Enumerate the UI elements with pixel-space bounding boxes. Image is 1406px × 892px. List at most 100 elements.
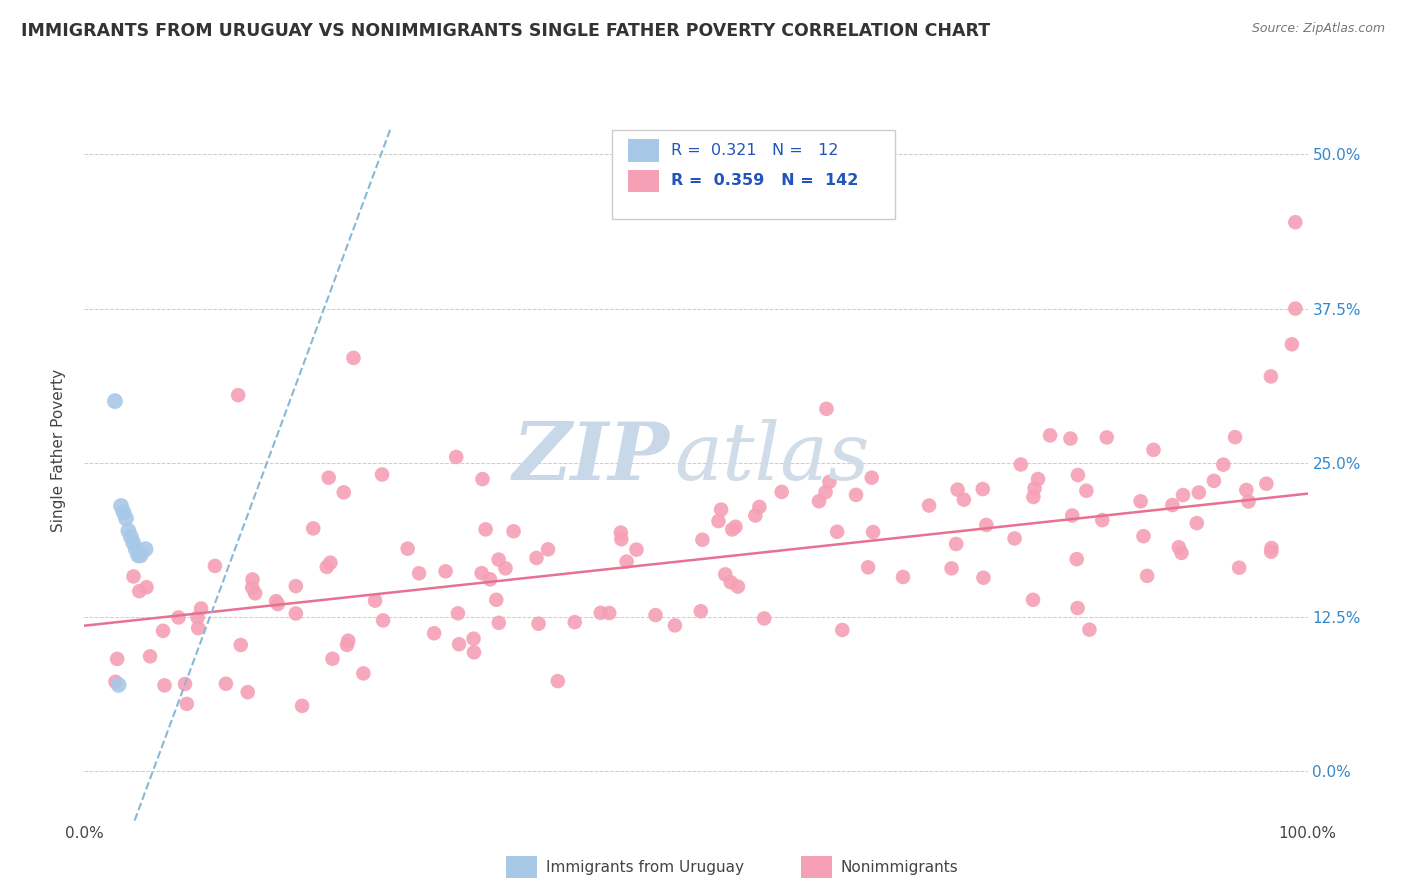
Point — [471, 566, 494, 581]
Point — [495, 561, 517, 575]
Point — [1281, 337, 1303, 351]
Point — [754, 611, 776, 625]
Point — [1223, 430, 1246, 444]
Text: R =  0.359   N =  142: R = 0.359 N = 142 — [671, 173, 858, 188]
Point — [891, 570, 914, 584]
Point — [610, 532, 633, 546]
Point — [352, 666, 374, 681]
Point — [187, 610, 209, 624]
Point — [1161, 498, 1184, 512]
Point — [526, 550, 548, 565]
Point — [1026, 472, 1049, 486]
Point — [267, 597, 290, 611]
Point — [707, 514, 730, 528]
Point — [814, 485, 837, 500]
Point — [243, 586, 266, 600]
Point — [187, 621, 209, 635]
Point — [1076, 483, 1098, 498]
Point — [107, 678, 129, 692]
Point — [371, 613, 394, 627]
Point — [110, 499, 132, 513]
Text: ZIP: ZIP — [512, 419, 669, 497]
Point — [945, 537, 967, 551]
Point — [336, 638, 359, 652]
Text: atlas: atlas — [673, 419, 869, 497]
Point — [135, 580, 157, 594]
Point — [748, 500, 770, 514]
Point — [644, 608, 666, 623]
Point — [127, 549, 149, 563]
Point — [1067, 468, 1090, 483]
Point — [215, 677, 238, 691]
Point — [1202, 474, 1225, 488]
Point — [807, 494, 830, 508]
Point — [139, 649, 162, 664]
Point — [1227, 560, 1250, 574]
Point — [315, 560, 337, 574]
Point — [226, 388, 249, 402]
Point — [122, 569, 145, 583]
Point — [953, 492, 976, 507]
Point — [485, 592, 508, 607]
Point — [972, 482, 994, 496]
Point — [152, 624, 174, 638]
Point — [1136, 569, 1159, 583]
Point — [104, 674, 127, 689]
Point — [1237, 494, 1260, 508]
Point — [342, 351, 364, 365]
Point — [319, 556, 342, 570]
Point — [1171, 488, 1194, 502]
Point — [616, 555, 638, 569]
Point — [176, 697, 198, 711]
Point — [692, 533, 714, 547]
Point — [1167, 541, 1189, 555]
Point — [332, 485, 354, 500]
Point — [946, 483, 969, 497]
Point — [1004, 532, 1026, 546]
Point — [502, 524, 524, 539]
Point — [229, 638, 252, 652]
Point — [720, 575, 742, 590]
Point — [1066, 601, 1088, 615]
Text: Immigrants from Uruguay: Immigrants from Uruguay — [546, 860, 744, 874]
Point — [1010, 458, 1032, 472]
Point — [721, 523, 744, 537]
Point — [1256, 476, 1278, 491]
Point — [845, 488, 868, 502]
Point — [1039, 428, 1062, 442]
Point — [190, 601, 212, 615]
Point — [770, 484, 793, 499]
Point — [818, 475, 841, 489]
Point — [174, 677, 197, 691]
Point — [537, 542, 560, 557]
Point — [710, 502, 733, 516]
Point — [972, 571, 994, 585]
Point — [115, 511, 138, 525]
Point — [444, 450, 467, 464]
Point — [408, 566, 430, 581]
Point — [117, 524, 139, 538]
Point — [744, 508, 766, 523]
Point — [318, 471, 340, 485]
Point — [236, 685, 259, 699]
Point — [488, 615, 510, 630]
Point — [1091, 513, 1114, 527]
Point — [724, 520, 747, 534]
Point — [371, 467, 394, 482]
Point — [488, 552, 510, 566]
Point — [264, 594, 287, 608]
Point — [862, 524, 884, 539]
Point — [689, 604, 711, 618]
Point — [240, 581, 263, 595]
Point — [825, 524, 848, 539]
Point — [302, 521, 325, 535]
Point — [547, 674, 569, 689]
Point — [527, 616, 550, 631]
Point — [1260, 545, 1282, 559]
Point — [1212, 458, 1234, 472]
Point — [423, 626, 446, 640]
Point — [1095, 430, 1118, 444]
Point — [1284, 301, 1306, 316]
Text: Source: ZipAtlas.com: Source: ZipAtlas.com — [1251, 22, 1385, 36]
Point — [1024, 482, 1046, 496]
